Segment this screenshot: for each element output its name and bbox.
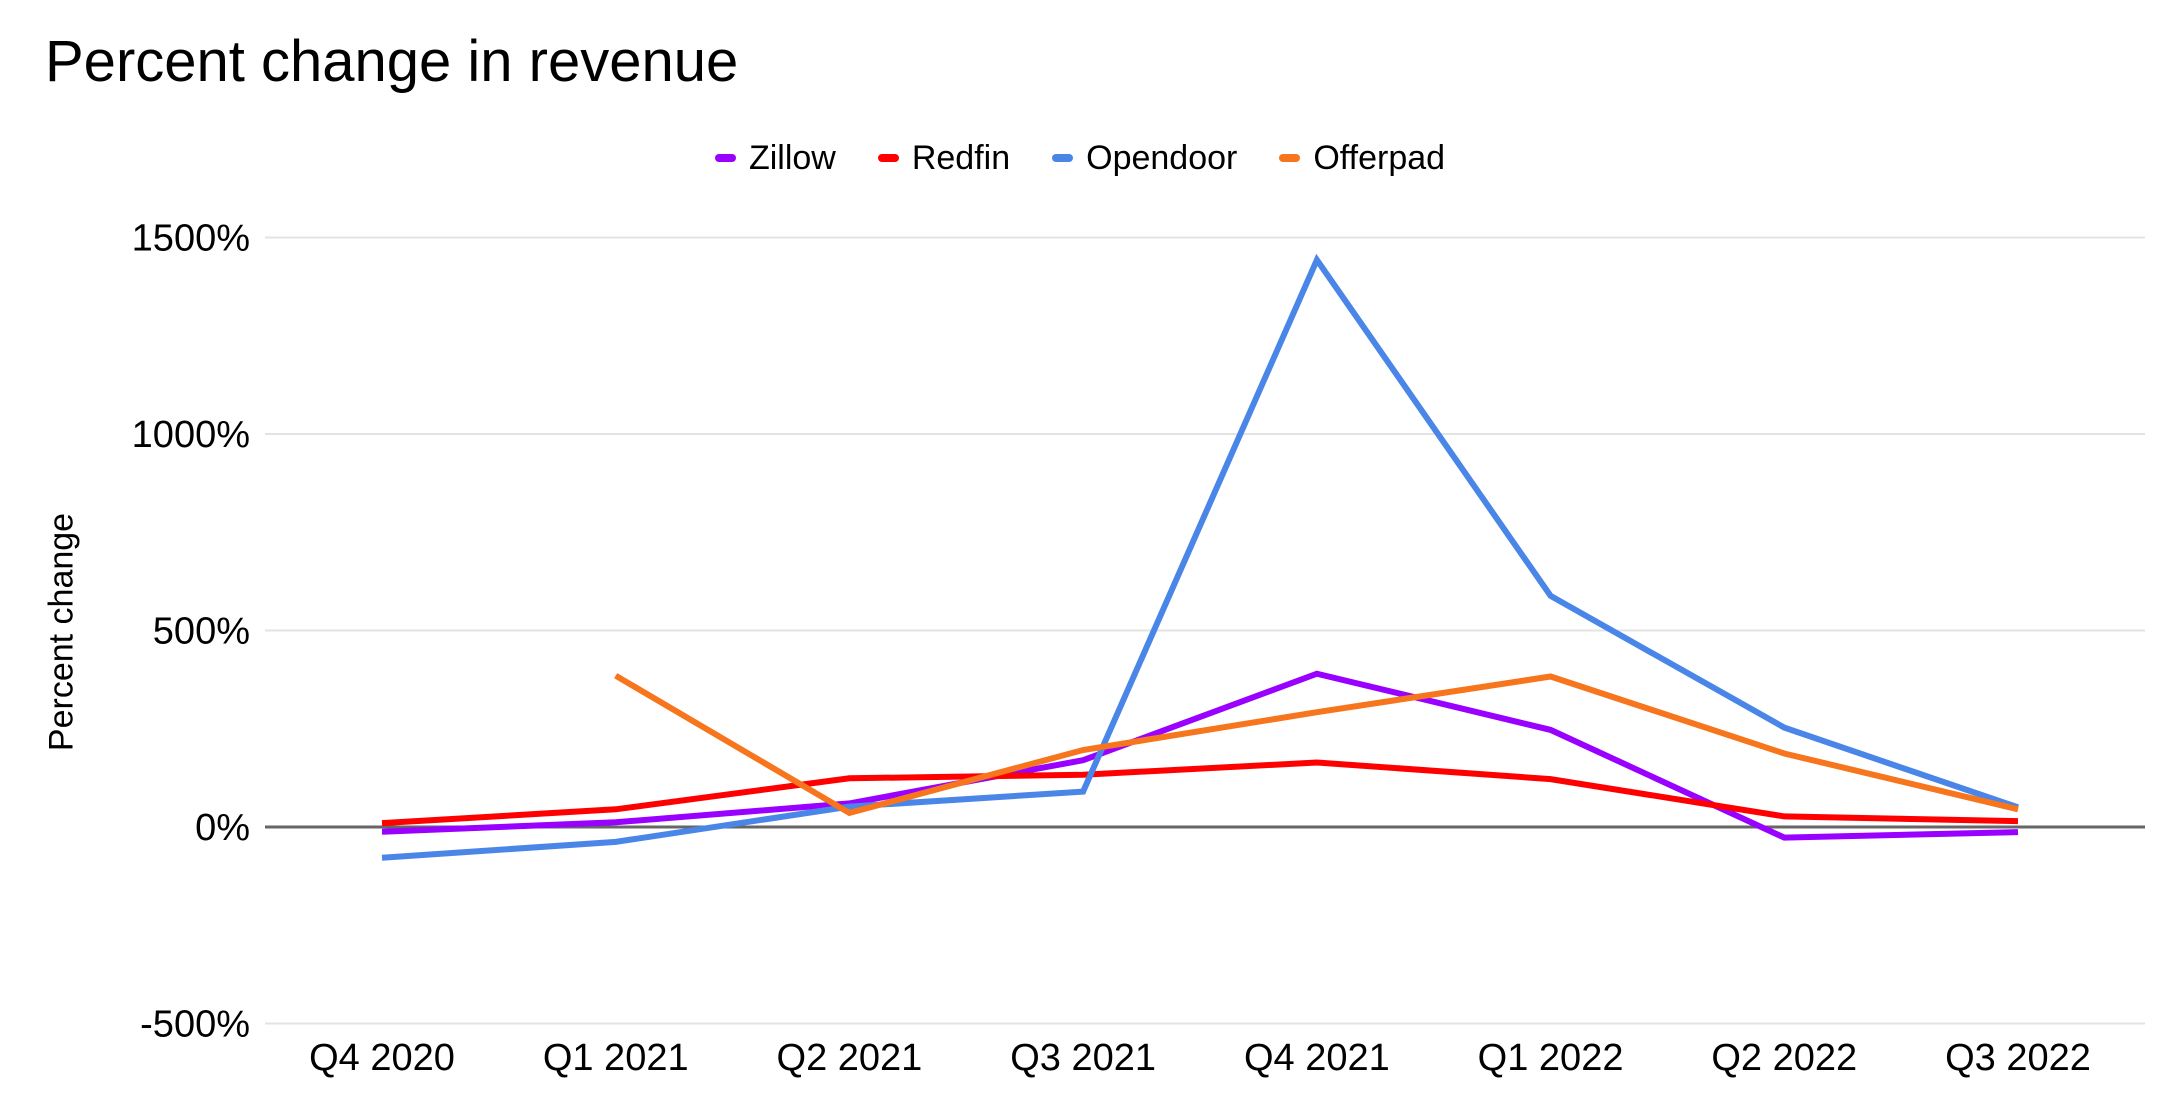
y-tick-label: 0% [195, 807, 250, 849]
legend-swatch-icon [1052, 154, 1074, 162]
y-tick-label: -500% [140, 1004, 250, 1046]
y-tick-label: 1000% [132, 414, 250, 456]
x-tick-label: Q2 2022 [1711, 1037, 1857, 1079]
legend-item-redfin: Redfin [877, 138, 1011, 178]
y-tick-label: 1500% [132, 218, 250, 260]
x-tick-label: Q1 2022 [1478, 1037, 1624, 1079]
series-line-zillow [381, 670, 2019, 841]
legend-label: Redfin [911, 138, 1011, 177]
legend-swatch-icon [1279, 154, 1301, 162]
x-tick-label: Q3 2022 [1945, 1037, 2091, 1079]
legend-swatch-icon [714, 154, 736, 162]
chart-legend: Zillow Redfin Opendoor Offerpad [0, 136, 2160, 180]
x-tick-label: Q1 2021 [543, 1037, 689, 1079]
y-tick-label: 500% [153, 611, 250, 653]
legend-swatch-icon [877, 154, 899, 162]
legend-label: Opendoor [1086, 138, 1238, 177]
series-line-offerpad [614, 673, 2019, 817]
legend-label: Zillow [748, 138, 836, 177]
chart-title: Percent change in revenue [45, 29, 739, 94]
x-tick-label: Q3 2021 [1010, 1037, 1156, 1079]
x-tick-label: Q4 2020 [309, 1037, 455, 1079]
legend-item-offerpad: Offerpad [1279, 139, 1445, 178]
series-line-redfin [381, 759, 2019, 827]
x-tick-label: Q2 2021 [777, 1037, 923, 1079]
legend-item-zillow: Zillow [714, 138, 836, 178]
series-line-opendoor [381, 253, 2019, 861]
legend-item-opendoor: Opendoor [1052, 139, 1237, 178]
x-tick-label: Q4 2021 [1244, 1037, 1390, 1079]
legend-label: Offerpad [1313, 138, 1446, 177]
